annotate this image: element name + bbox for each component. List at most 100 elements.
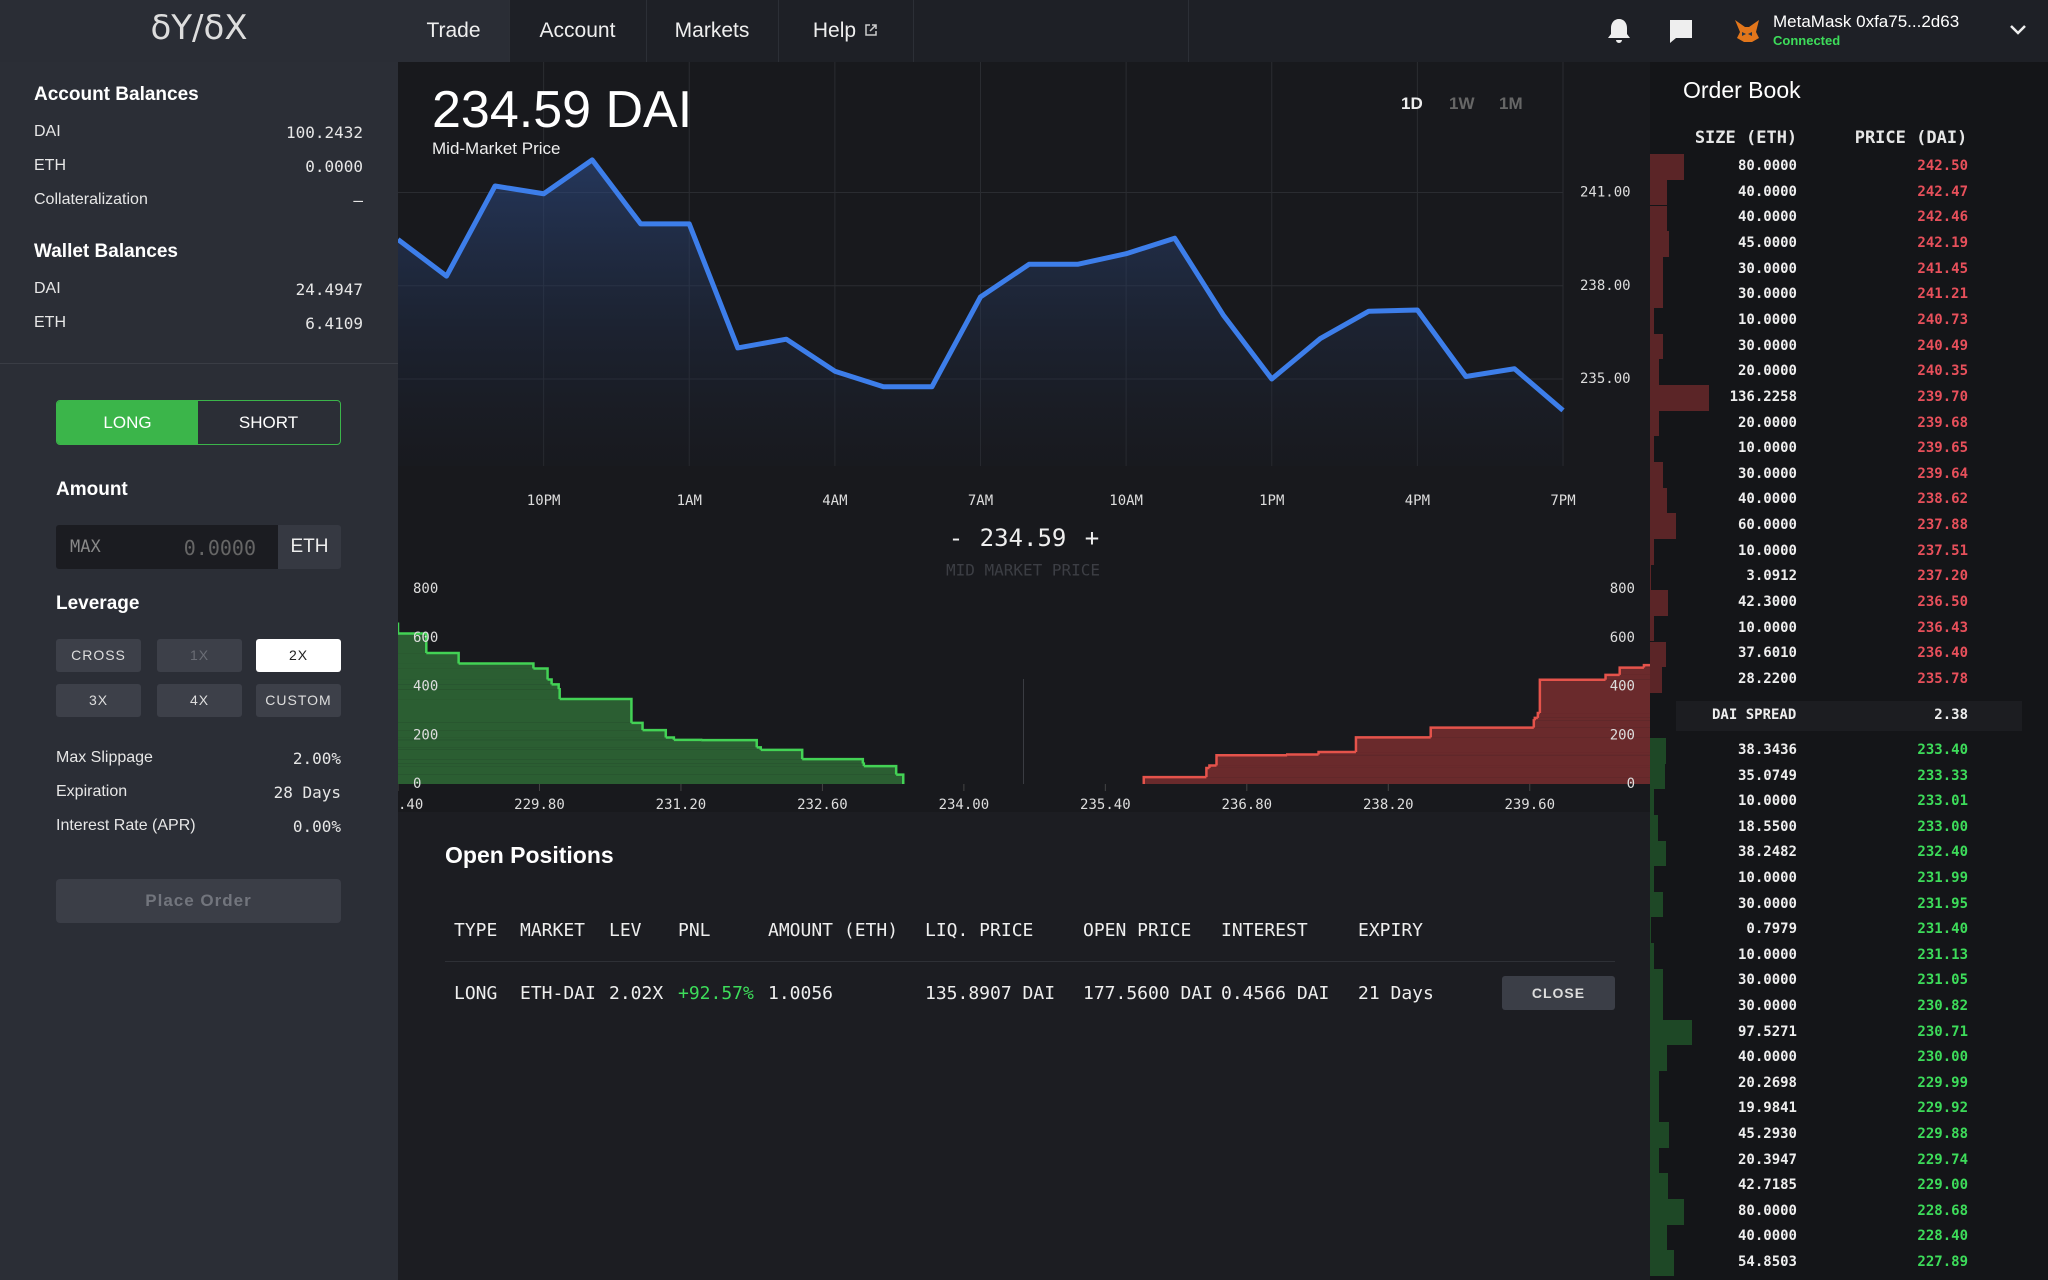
spread-row [1676,701,2022,731]
column-header: PNL [678,920,711,941]
depth-edge [665,736,676,740]
depth-edge [398,632,428,654]
order-price: 239.64 [1917,465,1968,482]
order-size: 0.7979 [1746,921,1797,938]
order-price: 237.20 [1917,568,1968,585]
size-bar [1650,738,1667,764]
price-chart: 235.00 238.00 241.00 10PM 1AM 4AM 7AM 10AM 1PM 4P… [398,62,1631,509]
detail-label: Interest Rate (APR) [56,817,196,834]
order-size: 54.8503 [1737,1254,1797,1270]
field-label: Amount [56,479,128,500]
size-bar [1650,308,1655,334]
unit-box: ETH [278,525,341,569]
size-bar [1650,333,1663,360]
x-tick-label: 10PM [527,493,561,509]
ask-depth [1143,777,1650,784]
size-bar [1650,1019,1692,1046]
bell-icon[interactable] [1604,16,1634,46]
y-tick-label: 400 [413,679,438,695]
ask-depth [1206,767,1650,778]
order-size: 20.3947 [1737,1151,1797,1168]
position-cell: 2.02X [609,983,664,1004]
size-bar [1650,994,1663,1020]
size-bar [1650,1122,1670,1148]
order-size: 10.0000 [1737,619,1797,636]
range-option[interactable]: 1W [1449,94,1475,113]
amount-input[interactable] [56,525,278,569]
size-bar [1650,487,1668,514]
x-tick-label: 10AM [1109,493,1143,509]
order-price: 236.43 [1917,619,1968,636]
range-option[interactable]: 1D [1401,94,1423,113]
depth-edge [1354,736,1431,753]
y-tick-label: 600 [413,630,438,646]
depth-edge [756,746,763,750]
balance-value: 6.4109 [305,314,363,333]
order-price: 238.62 [1917,491,1968,508]
leverage-option[interactable]: 4X [157,684,242,717]
depth-edge [426,651,460,664]
x-tick-label: 7PM [1550,493,1575,509]
leverage-option[interactable]: CUSTOM [256,684,341,717]
field-label: Leverage [56,593,140,614]
ask-depth [1534,717,1650,721]
size-bar [1650,891,1663,918]
order-size: 40.0000 [1737,209,1797,226]
column-header: PRICE (DAI) [1854,128,1968,148]
order-price: 240.73 [1917,311,1968,328]
order-price: 230.71 [1917,1023,1968,1040]
bid-depth [398,763,864,767]
order-size: 20.0000 [1737,414,1797,431]
size-bar [1650,1096,1659,1123]
leverage-option[interactable]: 3X [56,684,141,717]
size-bar [1650,615,1655,642]
ask-depth [1355,737,1650,753]
order-size: 38.3436 [1737,742,1797,758]
x-tick-label: 229.80 [514,797,565,812]
nav-tab[interactable]: Help [778,0,914,62]
order-size: 30.0000 [1737,286,1797,303]
size-bar [1650,205,1668,232]
order-size: 10.0000 [1737,440,1797,457]
bid-depth [398,766,897,775]
order-price: 233.00 [1917,818,1968,835]
nav-tab[interactable]: Markets [646,0,779,62]
positions-panel [398,812,1650,1280]
nav-tab[interactable]: Account [509,0,647,62]
order-price: 239.65 [1917,440,1968,457]
long-button[interactable]: LONG [57,401,198,444]
dropdown-chevron[interactable] [2008,22,2028,38]
depth-edge [547,678,553,685]
bid-depth [398,689,560,700]
leverage-option[interactable]: 2X [256,639,341,672]
nav-tab[interactable]: Trade [398,0,510,62]
range-option[interactable]: 1M [1499,94,1523,113]
ask-depth [1287,754,1650,756]
column-header: INTEREST [1221,920,1308,941]
size-bar [1650,410,1659,437]
depth-edge [1215,753,1288,766]
close-button[interactable]: CLOSE [1502,976,1615,1010]
x-tick-label: 4AM [822,493,847,509]
x-tick-label: 232.60 [797,797,848,812]
ask-depth [1537,713,1650,718]
x-tick-label: 4PM [1405,493,1430,509]
leverage-option[interactable]: 1X [157,639,242,672]
position-cell: ETH-DAI [520,983,596,1004]
ask-depth [1216,755,1650,766]
place-order-button[interactable]: Place Order [56,879,341,923]
order-price: 237.51 [1917,542,1968,559]
order-size: 30.0000 [1737,260,1797,277]
column-header: SIZE (ETH) [1694,128,1798,148]
column-header: MARKET [520,920,586,941]
depth-edge [1642,663,1650,668]
section-title: Wallet Balances [34,241,178,262]
short-button[interactable]: SHORT [238,413,299,432]
leverage-option[interactable]: CROSS [56,639,141,672]
x-tick-label: 1AM [677,493,702,509]
chat-icon[interactable] [1667,17,1695,45]
tab-label: Help [812,19,857,42]
size-bar [1650,1147,1659,1174]
